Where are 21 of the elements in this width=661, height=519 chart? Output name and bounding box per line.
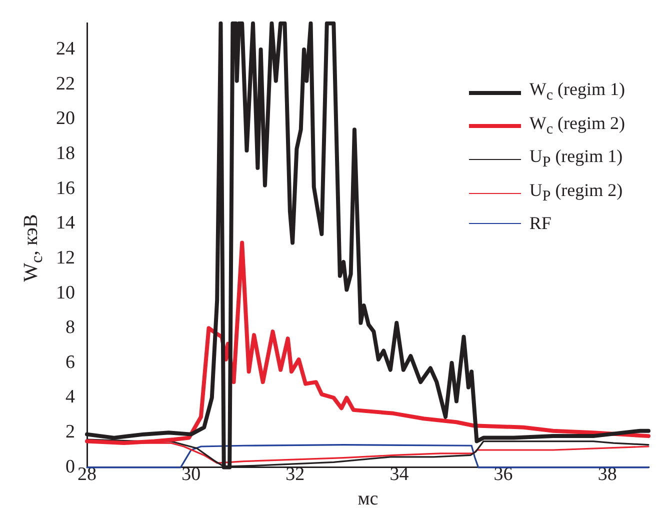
y-tick-label: 24 [56,38,76,60]
legend-label: W$_{c}$ (regim 2) [529,112,625,140]
legend-label: U$_{P}$ (regim 1) [529,145,623,173]
y-tick-label: 10 [56,282,75,304]
y-tick-label: 14 [56,212,76,234]
y-tick-label: 16 [56,178,75,199]
y-tick-label: 6 [66,352,75,373]
legend-label: W$_{c}$ (regim 1) [529,78,625,106]
x-tick-label: 28 [78,464,96,485]
legend-label: RF [529,212,552,236]
y-tick-label: 4 [66,386,76,408]
y-tick-label: 18 [56,142,75,164]
y-tick-label: 20 [56,108,75,130]
y-tick-label: 12 [56,247,75,268]
x-tick-label: 34 [390,464,410,485]
y-tick-label: 22 [56,73,75,94]
y-tick-label: 2 [66,422,75,443]
x-axis-title: мс [358,488,378,510]
y-tick-label: 0 [66,456,75,478]
legend-label: U$_{P}$ (regim 2) [529,178,623,206]
y-tick-label: 8 [66,317,75,338]
